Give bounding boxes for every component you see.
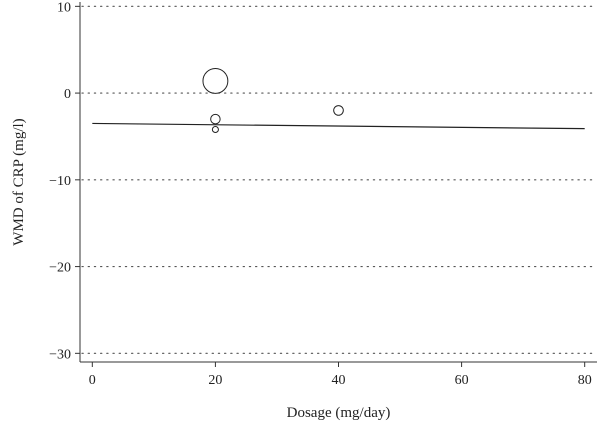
y-tick-label: 0 (64, 87, 71, 102)
tick-labels: 10 0 −10 −20 −30 0 20 40 60 80 (49, 0, 592, 388)
x-tick-label: 60 (455, 373, 469, 388)
y-tick-label: −10 (49, 174, 71, 189)
x-axis-title: Dosage (mg/day) (287, 405, 391, 421)
data-point (211, 125, 219, 134)
axes (79, 2, 597, 363)
y-tick-label: 10 (57, 0, 71, 15)
fit-line (92, 122, 585, 130)
x-tick-label: 40 (332, 373, 346, 388)
y-tick-label: −20 (49, 261, 71, 276)
data-point (333, 105, 344, 116)
data-point (210, 113, 221, 125)
data-marks (92, 67, 585, 134)
data-point (202, 67, 229, 94)
gridlines (81, 5, 596, 354)
x-tick-label: 20 (208, 373, 222, 388)
x-tick-label: 80 (578, 373, 592, 388)
y-tick-label: −30 (49, 347, 71, 362)
x-tick-label: 0 (89, 373, 96, 388)
y-axis-title: WMD of CRP (mg/l) (11, 118, 27, 245)
